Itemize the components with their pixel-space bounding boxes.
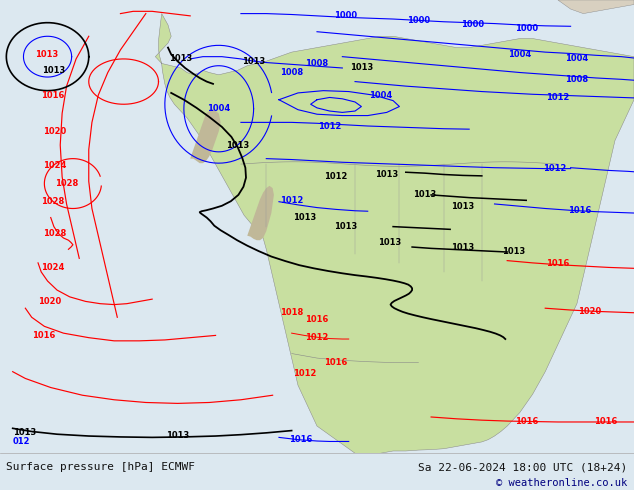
- Text: 1004: 1004: [369, 91, 392, 99]
- Text: 1000: 1000: [461, 21, 484, 29]
- Text: 1013: 1013: [334, 222, 357, 231]
- Text: 1024: 1024: [41, 263, 65, 272]
- Polygon shape: [190, 109, 221, 163]
- Text: 1020: 1020: [578, 307, 601, 317]
- Text: 1004: 1004: [508, 50, 531, 59]
- Text: 1000: 1000: [334, 11, 357, 21]
- Text: 012: 012: [13, 438, 30, 446]
- Text: 1013: 1013: [42, 66, 65, 75]
- Text: 1024: 1024: [43, 161, 67, 170]
- Text: 1013: 1013: [166, 431, 189, 440]
- Text: 1013: 1013: [350, 64, 373, 73]
- Text: 1013: 1013: [13, 428, 36, 438]
- Text: 1016: 1016: [325, 358, 347, 367]
- Text: 1016: 1016: [515, 417, 538, 426]
- Text: 1016: 1016: [569, 206, 592, 215]
- Text: 1013: 1013: [451, 202, 474, 211]
- Text: 1008: 1008: [280, 68, 303, 77]
- Text: 1013: 1013: [242, 57, 265, 66]
- Text: 1012: 1012: [325, 172, 347, 181]
- Text: 1013: 1013: [413, 191, 436, 199]
- Text: 1013: 1013: [502, 247, 525, 256]
- Text: 1013: 1013: [293, 213, 316, 222]
- Text: 1016: 1016: [306, 315, 328, 324]
- Text: 1020: 1020: [43, 127, 67, 136]
- Text: 1028: 1028: [41, 197, 65, 206]
- Text: 1013: 1013: [375, 170, 398, 179]
- Text: 1020: 1020: [38, 297, 61, 306]
- Text: Sa 22-06-2024 18:00 UTC (18+24): Sa 22-06-2024 18:00 UTC (18+24): [418, 462, 628, 472]
- Text: 1012: 1012: [280, 196, 303, 205]
- Text: © weatheronline.co.uk: © weatheronline.co.uk: [496, 478, 628, 489]
- Polygon shape: [558, 0, 634, 14]
- Text: 1004: 1004: [207, 104, 230, 113]
- Text: 1000: 1000: [515, 24, 538, 33]
- Text: 1013: 1013: [35, 50, 58, 59]
- Polygon shape: [247, 186, 274, 240]
- Text: 1016: 1016: [32, 331, 55, 340]
- Text: 1013: 1013: [451, 243, 474, 251]
- Text: 1018: 1018: [280, 308, 303, 317]
- Text: 1012: 1012: [547, 93, 569, 102]
- Text: 1013: 1013: [169, 54, 192, 63]
- Text: 1016: 1016: [547, 259, 569, 269]
- Text: 1012: 1012: [293, 369, 316, 378]
- Text: Surface pressure [hPa] ECMWF: Surface pressure [hPa] ECMWF: [6, 462, 195, 472]
- Text: 1008: 1008: [306, 59, 328, 68]
- Text: 1004: 1004: [566, 54, 588, 63]
- Text: 1016: 1016: [41, 91, 65, 99]
- Text: 1016: 1016: [594, 417, 617, 426]
- Text: 1000: 1000: [407, 16, 430, 25]
- Text: 1012: 1012: [543, 164, 566, 173]
- Text: 1013: 1013: [378, 238, 401, 247]
- Text: 1012: 1012: [318, 122, 341, 131]
- Text: 1016: 1016: [290, 435, 313, 444]
- Text: 1013: 1013: [226, 141, 249, 149]
- Text: 1008: 1008: [566, 75, 588, 84]
- Polygon shape: [155, 14, 634, 453]
- Text: 1028: 1028: [43, 229, 67, 238]
- Text: 1012: 1012: [306, 333, 328, 342]
- Text: 1028: 1028: [55, 179, 78, 188]
